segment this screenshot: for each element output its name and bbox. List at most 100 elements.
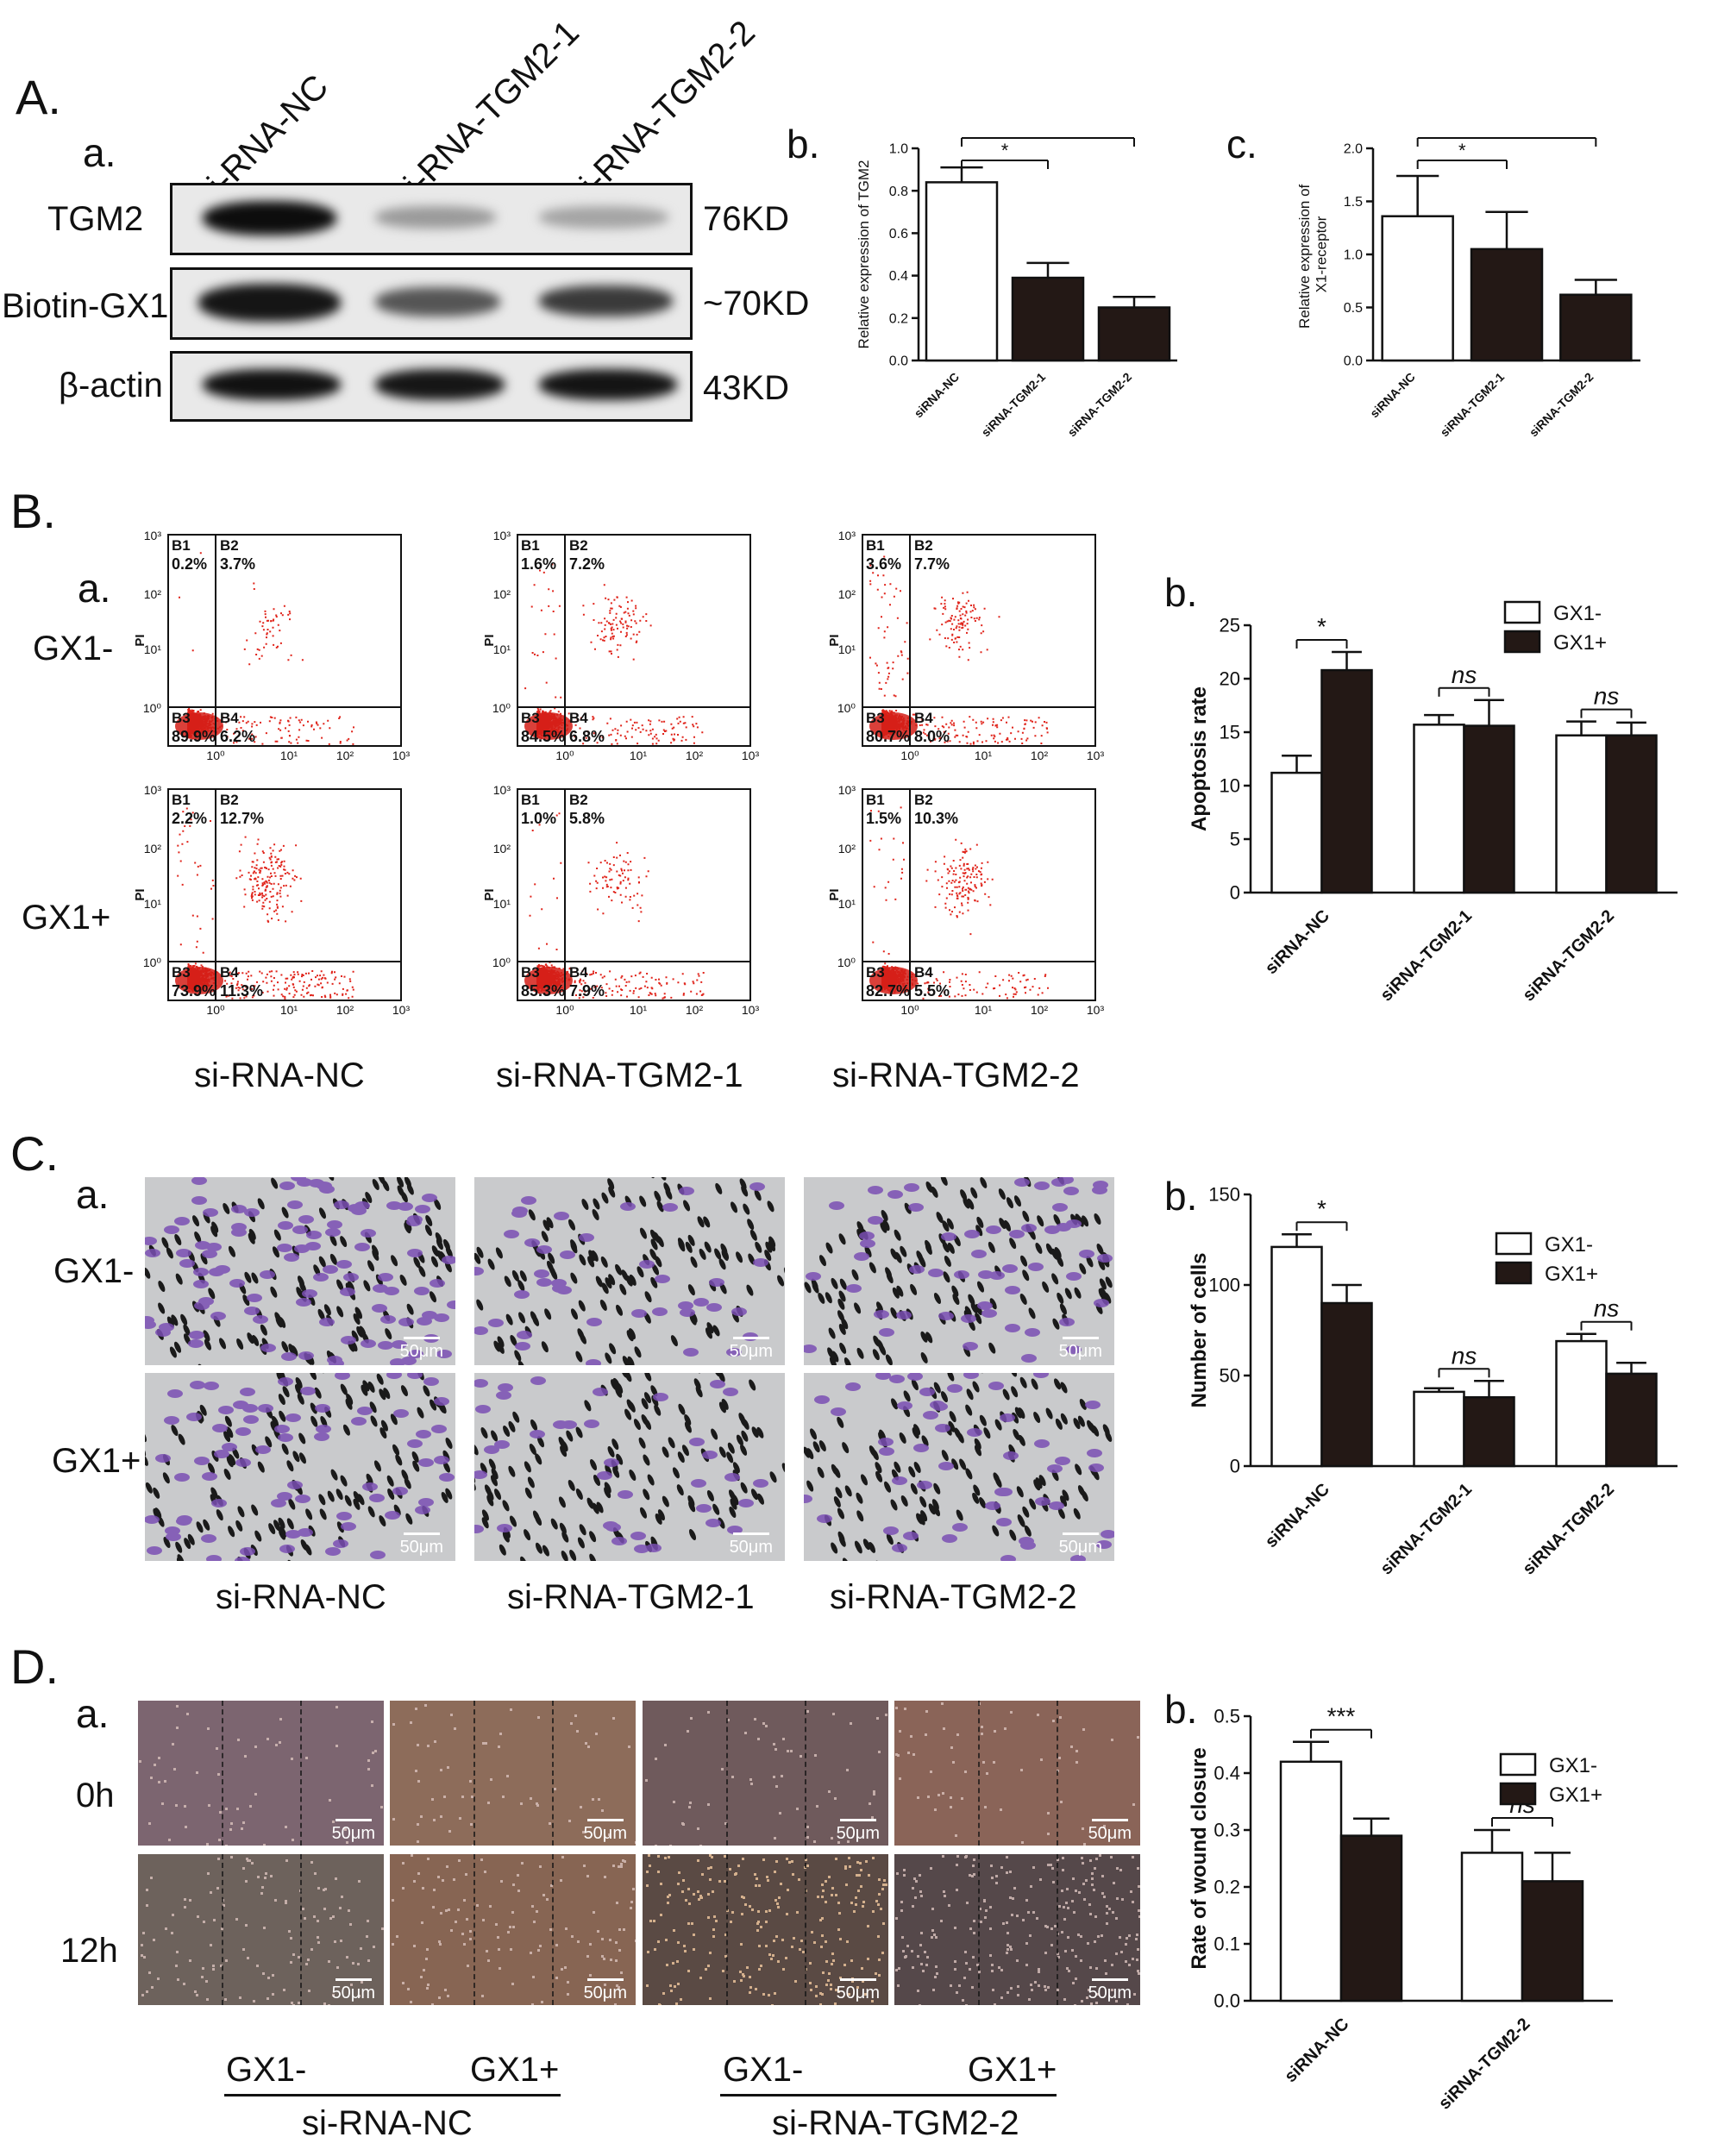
quadrant-name: B3	[172, 964, 191, 981]
migrated-cells	[804, 1177, 1113, 1363]
wound-treatment-label: GX1+	[968, 2051, 1057, 2089]
plot-frame	[167, 788, 402, 1001]
scale-bar: 50μm	[331, 1978, 375, 2002]
migrated-cells	[145, 1177, 455, 1365]
wound-healing-micrograph: 50μm	[894, 1701, 1140, 1846]
x-tick-label: siRNA-NC	[1262, 1480, 1333, 1551]
legend-label: GX1+	[1545, 1263, 1598, 1286]
quadrant-percentage: 7.9%	[569, 982, 605, 1000]
y-tick-label: 0	[1230, 882, 1240, 904]
bar	[1559, 293, 1633, 362]
panel-letter-d: D.	[10, 1639, 59, 1694]
y-tick-label: 10³	[144, 529, 162, 542]
quadrant-name: B4	[914, 964, 933, 981]
x-tick-label: 10²	[336, 749, 354, 762]
y-tick-label: 50	[1220, 1365, 1240, 1387]
significance-label: ns	[1594, 683, 1620, 710]
quadrant-name: B3	[866, 710, 885, 726]
cells	[895, 1854, 1140, 2005]
quadrant-percentage: 7.2%	[569, 555, 605, 573]
flow-events-cluster	[524, 967, 573, 994]
x-tick-label: siRNA-NC	[1281, 2015, 1352, 2086]
quadrant-percentage: 2.2%	[172, 810, 207, 827]
transwell-micrograph: 50μm	[804, 1373, 1114, 1561]
flow-dot-plot: B13.6% B27.7% B3 80.7%B4 8.0% 10⁰ 10¹ 10² 10³ 10⁰…	[827, 529, 1104, 762]
quadrant-name: B1	[866, 792, 885, 808]
flow-events-cluster	[175, 712, 223, 740]
flow-column-label: si-RNA-TGM2-1	[496, 1056, 743, 1094]
wound-edge-line	[726, 1854, 728, 2005]
y-axis-label: Rate of wound closure	[1188, 1747, 1211, 1969]
wound-healing-micrograph: 50μm	[138, 1854, 384, 2005]
scale-bar: 50μm	[1088, 1819, 1132, 1843]
legend-swatch	[1495, 1232, 1533, 1256]
y-tick-label: 10²	[144, 587, 162, 601]
significance-label: *	[1317, 1195, 1326, 1222]
y-tick-label: 0.2	[889, 311, 908, 326]
wound-group-label: si-RNA-TGM2-2	[772, 2104, 1019, 2142]
bar	[1555, 1339, 1608, 1468]
wound-treatment-label: GX1+	[470, 2051, 560, 2089]
wound-edge-line	[222, 1854, 223, 2005]
y-tick-label: 10⁰	[143, 956, 162, 969]
x-tick-label: siRNA-TGM2-1	[1376, 906, 1476, 1006]
western-blot-tgm2	[170, 183, 693, 255]
x-tick-label: 10⁰	[900, 1003, 919, 1017]
quadrant-name: B3	[521, 710, 540, 726]
quadrant-name: B2	[569, 792, 588, 808]
membrane-pores	[804, 1373, 1114, 1561]
y-axis-label: PI	[827, 634, 842, 646]
quadrant-percentage: 6.2%	[220, 728, 255, 745]
quadrant-percentage: 8.0%	[914, 728, 950, 745]
y-tick-label: 10¹	[144, 642, 162, 656]
wound-edge-line	[473, 1854, 475, 2005]
sub-letter-c-b: b.	[1164, 1174, 1198, 1219]
timepoint-label: 12h	[60, 1932, 118, 1970]
quadrant-name: B2	[914, 792, 933, 808]
x-tick-label: 10¹	[280, 749, 298, 762]
quadrant-name: B1	[172, 792, 191, 808]
migrated-cells	[474, 1376, 768, 1553]
x-tick-label: siRNA-TGM2-2	[1435, 2015, 1534, 2114]
y-tick-label: 10¹	[493, 897, 511, 911]
quadrant-name: B3	[866, 964, 885, 981]
x-tick-label: 10¹	[630, 1003, 648, 1017]
quadrant-name: B1	[866, 537, 885, 554]
x-tick-label: siRNA-NC	[1262, 906, 1333, 978]
blot-row-label: TGM2	[47, 200, 144, 238]
western-blot-biotin-gx1	[170, 267, 693, 340]
wound-healing-micrograph: 50μm	[643, 1701, 888, 1846]
quadrant-percentage: 85.3%	[521, 982, 565, 1000]
quadrant-percentage: 6.8%	[569, 728, 605, 745]
bar	[1413, 1390, 1465, 1468]
wound-edge-line	[805, 1701, 806, 1846]
x-tick-label: 10²	[686, 749, 704, 762]
membrane-pores	[474, 1373, 785, 1561]
y-tick-label: 10⁰	[143, 701, 162, 715]
y-axis-label: PI	[827, 888, 842, 900]
bar-chart-apoptosis-rate: 0 5 10 15 20 25 Apoptosis rate siRNA-NC siRNA-TG…	[1188, 600, 1678, 1006]
quadrant-name: B2	[220, 792, 239, 808]
cells	[646, 1854, 888, 2005]
quadrant-percentage: 1.0%	[521, 810, 556, 827]
plot-frame	[517, 788, 751, 1001]
flow-events	[869, 555, 1049, 745]
y-axis-label: PI	[133, 888, 147, 900]
y-tick-label: 1.0	[1344, 248, 1363, 263]
y-axis-label: Relative expression of TGM2	[856, 160, 872, 349]
membrane-pores	[804, 1177, 1114, 1365]
x-tick-label: siRNA-TGM2-2	[1519, 1480, 1618, 1579]
wound-edge-line	[726, 1701, 728, 1846]
cells	[392, 1854, 636, 2005]
y-tick-label: 10³	[493, 529, 511, 542]
bar	[1320, 1301, 1373, 1468]
legend-label: GX1-	[1553, 602, 1602, 625]
y-tick-label: 0.4	[889, 269, 908, 284]
y-tick-label: 150	[1208, 1184, 1240, 1206]
scale-bar: 50μm	[729, 1337, 773, 1361]
y-axis-label: PI	[482, 634, 497, 646]
quadrant-name: B4	[914, 710, 933, 726]
